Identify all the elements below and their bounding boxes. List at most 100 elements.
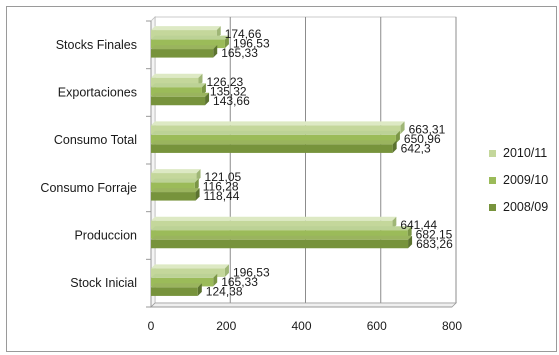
x-tick-label: 0 — [148, 319, 155, 333]
bar-top-face — [151, 92, 210, 97]
value-label: 196,53 — [233, 37, 270, 51]
value-label: 683,26 — [416, 237, 453, 251]
bar-end-face — [213, 273, 218, 287]
bar-top-face — [151, 26, 221, 31]
bar-front-face — [151, 287, 198, 296]
bar-2009/10-Consumo Total — [151, 130, 400, 144]
bar-top-face — [151, 188, 200, 193]
bar-2008/09-Produccion — [151, 235, 413, 249]
bar-front-face — [151, 173, 197, 182]
value-label: 165,33 — [221, 46, 258, 60]
x-tick-label: 600 — [367, 319, 387, 333]
value-label: 124,38 — [206, 284, 243, 298]
bar-front-face — [151, 220, 393, 230]
category-label: Exportaciones — [58, 86, 137, 100]
x-tick-label: 400 — [291, 319, 311, 333]
category-label: Stock Inicial — [70, 276, 137, 290]
bar-top-face — [151, 226, 412, 231]
category-label: Stocks Finales — [56, 38, 137, 52]
bar-front-face — [151, 49, 214, 58]
x-tick-label: 200 — [216, 319, 236, 333]
bar-top-face — [151, 169, 201, 174]
bar-end-face — [224, 264, 229, 277]
value-label: 196,53 — [233, 265, 270, 279]
bar-2008/09-Exportaciones — [151, 92, 210, 106]
bar-front-face — [151, 77, 199, 87]
bar-2010/11-Stock Inicial — [151, 264, 229, 277]
bar-end-face — [194, 178, 199, 192]
bar-front-face — [151, 30, 217, 39]
bar-2010/11-Stocks Finales — [151, 26, 221, 39]
category-label: Consumo Total — [54, 133, 137, 147]
category-label: Produccion — [74, 229, 137, 243]
bar-top-face — [151, 178, 199, 183]
bar-end-face — [196, 169, 201, 182]
plot-side-wall — [150, 16, 156, 308]
bar-front-face — [151, 87, 202, 96]
x-tick-label: 800 — [442, 319, 462, 333]
bar-front-face — [151, 96, 206, 106]
plot-floor — [150, 302, 457, 308]
bar-end-face — [224, 35, 229, 49]
bar-top-face — [151, 83, 206, 88]
bar-end-face — [197, 283, 202, 296]
bar-2008/09-Stocks Finales — [151, 45, 218, 58]
bar-front-face — [151, 239, 409, 249]
value-label: 126,23 — [206, 75, 243, 89]
value-label: 165,33 — [221, 275, 258, 289]
value-label: 116,28 — [203, 180, 239, 194]
legend-swatch-2008/09 — [489, 204, 496, 211]
bar-2008/09-Stock Inicial — [151, 283, 202, 296]
bar-front-face — [151, 192, 196, 201]
bar-2009/10-Stocks Finales — [151, 35, 229, 49]
value-label: 641,44 — [400, 218, 437, 232]
bar-end-face — [395, 130, 400, 144]
bar-2010/11-Consumo Total — [151, 121, 405, 134]
bar-front-face — [151, 125, 401, 134]
bar-end-face — [216, 26, 221, 39]
bar-top-face — [151, 35, 229, 40]
bar-end-face — [408, 235, 413, 249]
bar-2009/10-Stock Inicial — [151, 273, 218, 287]
bar-top-face — [151, 273, 218, 278]
bar-top-face — [151, 283, 202, 288]
legend-label: 2010/11 — [503, 146, 547, 160]
bar-2009/10-Exportaciones — [151, 83, 206, 96]
bar-top-face — [151, 130, 400, 135]
bar-top-face — [151, 45, 218, 50]
value-label: 143,66 — [213, 94, 250, 108]
bar-2010/11-Consumo Forraje — [151, 169, 201, 182]
legend-label: 2009/10 — [503, 173, 548, 187]
bar-end-face — [407, 226, 412, 239]
value-label: 642,3 — [401, 141, 431, 155]
value-label: 121,05 — [205, 170, 242, 184]
category-label: Consumo Forraje — [40, 181, 137, 195]
value-label: 174,66 — [225, 27, 262, 41]
bar-front-face — [151, 277, 214, 287]
bar-chart: 174,66196,53165,33126,23135,32143,66663,… — [40, 16, 548, 333]
bar-front-face — [151, 39, 225, 49]
bar-top-face — [151, 73, 203, 78]
bar-end-face — [195, 188, 200, 201]
bar-front-face — [151, 268, 225, 277]
value-label: 135,32 — [210, 84, 247, 98]
bar-top-face — [151, 235, 413, 240]
bar-2008/09-Consumo Forraje — [151, 188, 200, 201]
bar-front-face — [151, 182, 195, 192]
bar-end-face — [201, 83, 206, 96]
value-label: 118,44 — [204, 189, 240, 203]
bar-top-face — [151, 264, 229, 269]
value-label: 682,15 — [416, 227, 453, 241]
bar-end-face — [392, 216, 397, 230]
value-label: 650,96 — [404, 132, 441, 146]
value-label: 663,31 — [409, 122, 446, 136]
bar-top-face — [151, 121, 405, 126]
bar-2009/10-Produccion — [151, 226, 412, 239]
chart-frame: 174,66 196,53 165,33 126,23 135,32 143,66 663,… — [6, 6, 557, 352]
bar-2009/10-Consumo Forraje — [151, 178, 199, 192]
legend-swatch-2009/10 — [489, 177, 496, 184]
bar-end-face — [392, 140, 397, 153]
bar-end-face — [198, 73, 203, 87]
bar-front-face — [151, 230, 408, 239]
bar-front-face — [151, 144, 393, 153]
